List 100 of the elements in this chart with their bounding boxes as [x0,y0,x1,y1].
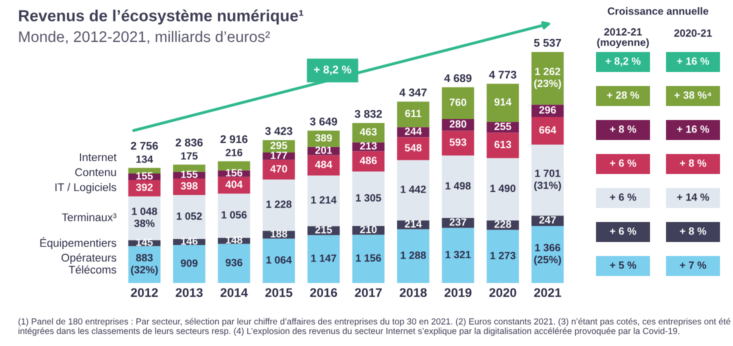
data-label: 1 156 [356,254,382,262]
data-label: 404 [225,180,243,188]
bar [262,179,295,231]
data-label: 210 [360,226,377,234]
text: + 5 % [610,261,636,269]
bar [442,228,474,283]
text: Croissance annuelle [608,7,708,15]
bar [442,155,474,218]
bar [486,132,519,158]
data-label: 936 [226,258,242,266]
data-label: 611 [405,110,422,118]
bar [173,195,206,239]
data-label: 214 [404,220,422,228]
x-tick-label: 2020 [489,288,516,298]
bar [531,144,564,216]
data-label: 1 048 38% [132,208,158,228]
x-tick-label: 2012 [130,288,158,298]
data-label: 1 056 [222,211,247,219]
series-label: Terminaux³ [62,213,116,222]
bar [262,160,295,180]
data-label: 392 [136,184,153,191]
data-label: 146 [181,237,198,245]
data-label: 1 490 [490,184,516,192]
text: + 16 % [677,125,710,133]
x-tick-label: 2019 [444,288,472,298]
bar [397,160,430,220]
total-label: 3 423 [265,127,292,135]
bar [531,226,564,283]
data-label: 255 [494,122,512,130]
text: + 7 % [680,261,706,269]
text: + 8,2 % [606,57,641,66]
data-label: 1 052 [176,212,202,220]
data-label: 463 [360,128,377,136]
data-label: 215 [315,226,332,234]
data-label: 486 [360,156,377,164]
bar [442,87,474,120]
total-label: 2 916 [220,135,248,144]
bar [262,238,295,283]
data-label: 244 [404,128,422,135]
data-label: 201 [315,146,332,154]
total-label: 4 773 [489,70,516,79]
bar [531,116,564,145]
data-label: 156 [226,168,242,176]
bar [397,229,430,283]
data-label: 295 [270,142,288,150]
bar [352,123,385,142]
data-label: 145 [136,238,153,246]
data-label: 1 147 [311,254,336,262]
total-label: 2 756 [130,142,158,150]
data-label: 1 064 [266,256,292,264]
bar [486,84,519,122]
bar [397,102,430,128]
text: + 8 % [680,227,706,235]
bar [128,168,161,174]
bar [218,244,250,283]
bar [442,130,474,156]
bar [486,158,519,220]
data-label: 593 [450,138,466,146]
bar [307,235,340,283]
text: (1) Panel de 180 entreprises : Par secteur, sélection par leur chiffre d’affaires des entreprises du top 30 en 2021. (2) Euros constants 2021. (3) n’étant pas cotés, ces entreprises ont été intégrées dans les classements de leurs secteurs resp. (4) L’explosion des revenus du secteur Internet s’explique par la digitalisation accélérée provoquée par la Covid-19. [18,318,730,336]
text: 2012-21 (moyenne) [597,28,649,48]
bar [218,194,250,238]
total-label: 5 537 [534,38,562,47]
series-label: IT / Logiciels [55,182,116,194]
data-label: 1 366 (25%) [534,244,561,266]
data-label: 1 321 [446,250,471,258]
data-label: 155 [181,170,198,178]
bar [173,245,206,283]
data-label: 1 442 [400,186,426,193]
text: 2020-21 [674,29,712,37]
series-label: Contenu [75,168,116,176]
text: + 6 % [610,193,636,201]
annotation: + 8,2 % [314,66,352,76]
text: + 16 % [677,57,710,65]
data-label: 1 701 (31%) [534,170,561,192]
data-label: 148 [226,236,242,244]
data-label: 1 498 [446,182,471,190]
total-label: 2 836 [176,138,203,146]
bar [307,175,340,226]
x-tick-label: 2014 [220,288,248,298]
data-label: 247 [539,216,556,224]
data-label: 914 [494,98,512,106]
total-label: 3 649 [310,118,338,126]
text: + 38 %⁴ [674,91,712,99]
series-label: Internet [80,153,117,162]
x-tick-label: 2017 [354,288,382,298]
x-tick-label: 2013 [176,288,203,298]
data-label: 134 [136,156,154,163]
text: + 6 % [610,227,636,235]
data-label: 175 [181,152,198,160]
x-tick-label: 2021 [534,288,562,298]
data-label: 548 [404,144,422,152]
text: + 28 % [607,91,640,99]
data-label: 484 [315,160,332,168]
text: + 8 % [680,159,706,167]
data-label: 213 [360,142,377,150]
data-label: 664 [539,126,556,134]
x-tick-label: 2015 [265,288,292,298]
bar [218,161,250,170]
data-label: 1 305 [356,194,382,202]
